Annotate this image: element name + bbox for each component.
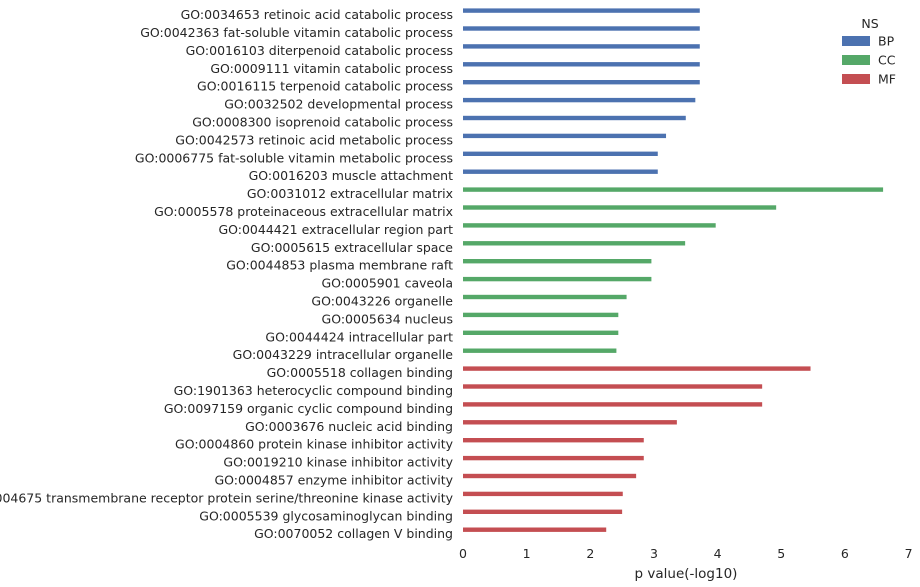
legend-label-mf: MF [878,72,896,87]
x-tick-label: 6 [841,546,849,561]
x-tick-label: 3 [650,546,658,561]
legend-label-bp: BP [878,34,895,49]
bar-go-0043226 [463,294,627,300]
category-label: GO:0006775 fat-soluble vitamin metabolic… [135,150,453,165]
bar-go-0008300 [463,115,686,121]
x-tick-label: 2 [586,546,594,561]
category-label: GO:0005578 proteinaceous extracellular m… [154,204,453,219]
category-label: GO:0032502 developmental process [224,97,453,112]
x-tick-label: 0 [459,546,467,561]
category-label: GO:0009111 vitamin catabolic process [210,61,453,76]
category-label: GO:0042573 retinoic acid metabolic proce… [175,132,453,147]
legend: NS BP CC MF [842,16,896,87]
bar-go-0004857 [463,473,637,479]
legend-swatch-bp [842,36,870,46]
category-label: GO:0004857 enzyme inhibitor activity [214,473,453,488]
x-axis-label: p value(-log10) [635,566,738,582]
category-label: GO:1901363 heterocyclic compound binding [174,383,453,398]
x-tick-label: 4 [714,546,722,561]
category-label: GO:0005901 caveola [321,276,453,291]
bar-go-0005615 [463,241,686,246]
bar-go-0044421 [463,223,716,228]
category-label: GO:0016103 diterpenoid catabolic process [186,43,453,58]
bar-go-0044853 [463,259,652,264]
bar-go-0009111 [463,62,700,67]
category-label: GO:0005615 extracellular space [251,240,453,255]
legend-title: NS [861,16,878,31]
bar-go-0005518 [463,366,811,371]
category-label: GO:0005539 glycosaminoglycan binding [199,508,453,523]
category-label: GO:0044424 intracellular part [265,329,453,344]
bar-go-0005634 [463,312,619,318]
bar-go-0034653 [463,8,700,13]
category-label: GO:0016115 terpenoid catabolic process [197,79,453,94]
category-label: GO:0097159 organic cyclic compound bindi… [164,401,453,416]
category-label: GO:0043226 organelle [311,294,453,309]
category-label: GO:0004675 transmembrane receptor protei… [0,490,454,505]
bar-go-0016203 [463,169,658,174]
bar-go-0005539 [463,509,623,514]
category-label: GO:0042363 fat-soluble vitamin catabolic… [140,25,453,40]
bar-go-0016115 [463,80,700,85]
category-label: GO:0031012 extracellular matrix [247,186,453,201]
bar-go-0042573 [463,133,667,139]
category-label: GO:0005518 collagen binding [267,365,453,380]
category-label: GO:0044853 plasma membrane raft [226,258,453,273]
category-label: GO:0043229 intracellular organelle [233,347,454,362]
bars-layer [463,8,884,532]
bar-go-0019210 [463,455,644,461]
bar-go-0070052 [463,527,607,532]
category-label: GO:0016203 muscle attachment [249,168,453,183]
category-label: GO:0070052 collagen V binding [254,526,453,541]
bar-go-0003676 [463,420,677,425]
category-label: GO:0003676 nucleic acid binding [245,419,453,434]
bar-go-0044424 [463,330,619,335]
bar-go-0004860 [463,438,644,443]
bar-go-0043229 [463,348,617,353]
bar-go-0031012 [463,187,884,192]
bar-go-0005578 [463,205,777,210]
x-tick-label: 1 [523,546,531,561]
category-label: GO:0005634 nucleus [322,311,453,326]
legend-swatch-mf [842,74,870,84]
bar-go-1901363 [463,384,763,389]
category-labels: GO:0034653 retinoic acid catabolic proce… [0,7,454,541]
bar-go-0005901 [463,276,652,282]
bar-go-0032502 [463,97,696,103]
x-tick-label: 7 [905,546,913,561]
bar-go-0004675 [463,491,623,497]
category-label: GO:0034653 retinoic acid catabolic proce… [181,7,453,22]
bar-go-0097159 [463,402,763,407]
legend-label-cc: CC [878,53,896,68]
category-label: GO:0004860 protein kinase inhibitor acti… [175,437,454,452]
category-label: GO:0019210 kinase inhibitor activity [223,455,453,470]
x-tick-label: 5 [777,546,785,561]
bar-go-0042363 [463,26,700,31]
bar-go-0016103 [463,44,700,49]
bar-go-0006775 [463,151,658,156]
x-axis: p value(-log10) 0 1 2 3 4 5 6 7 [459,546,913,582]
legend-swatch-cc [842,55,870,65]
category-label: GO:0044421 extracellular region part [218,222,453,237]
category-label: GO:0008300 isoprenoid catabolic process [192,115,453,130]
